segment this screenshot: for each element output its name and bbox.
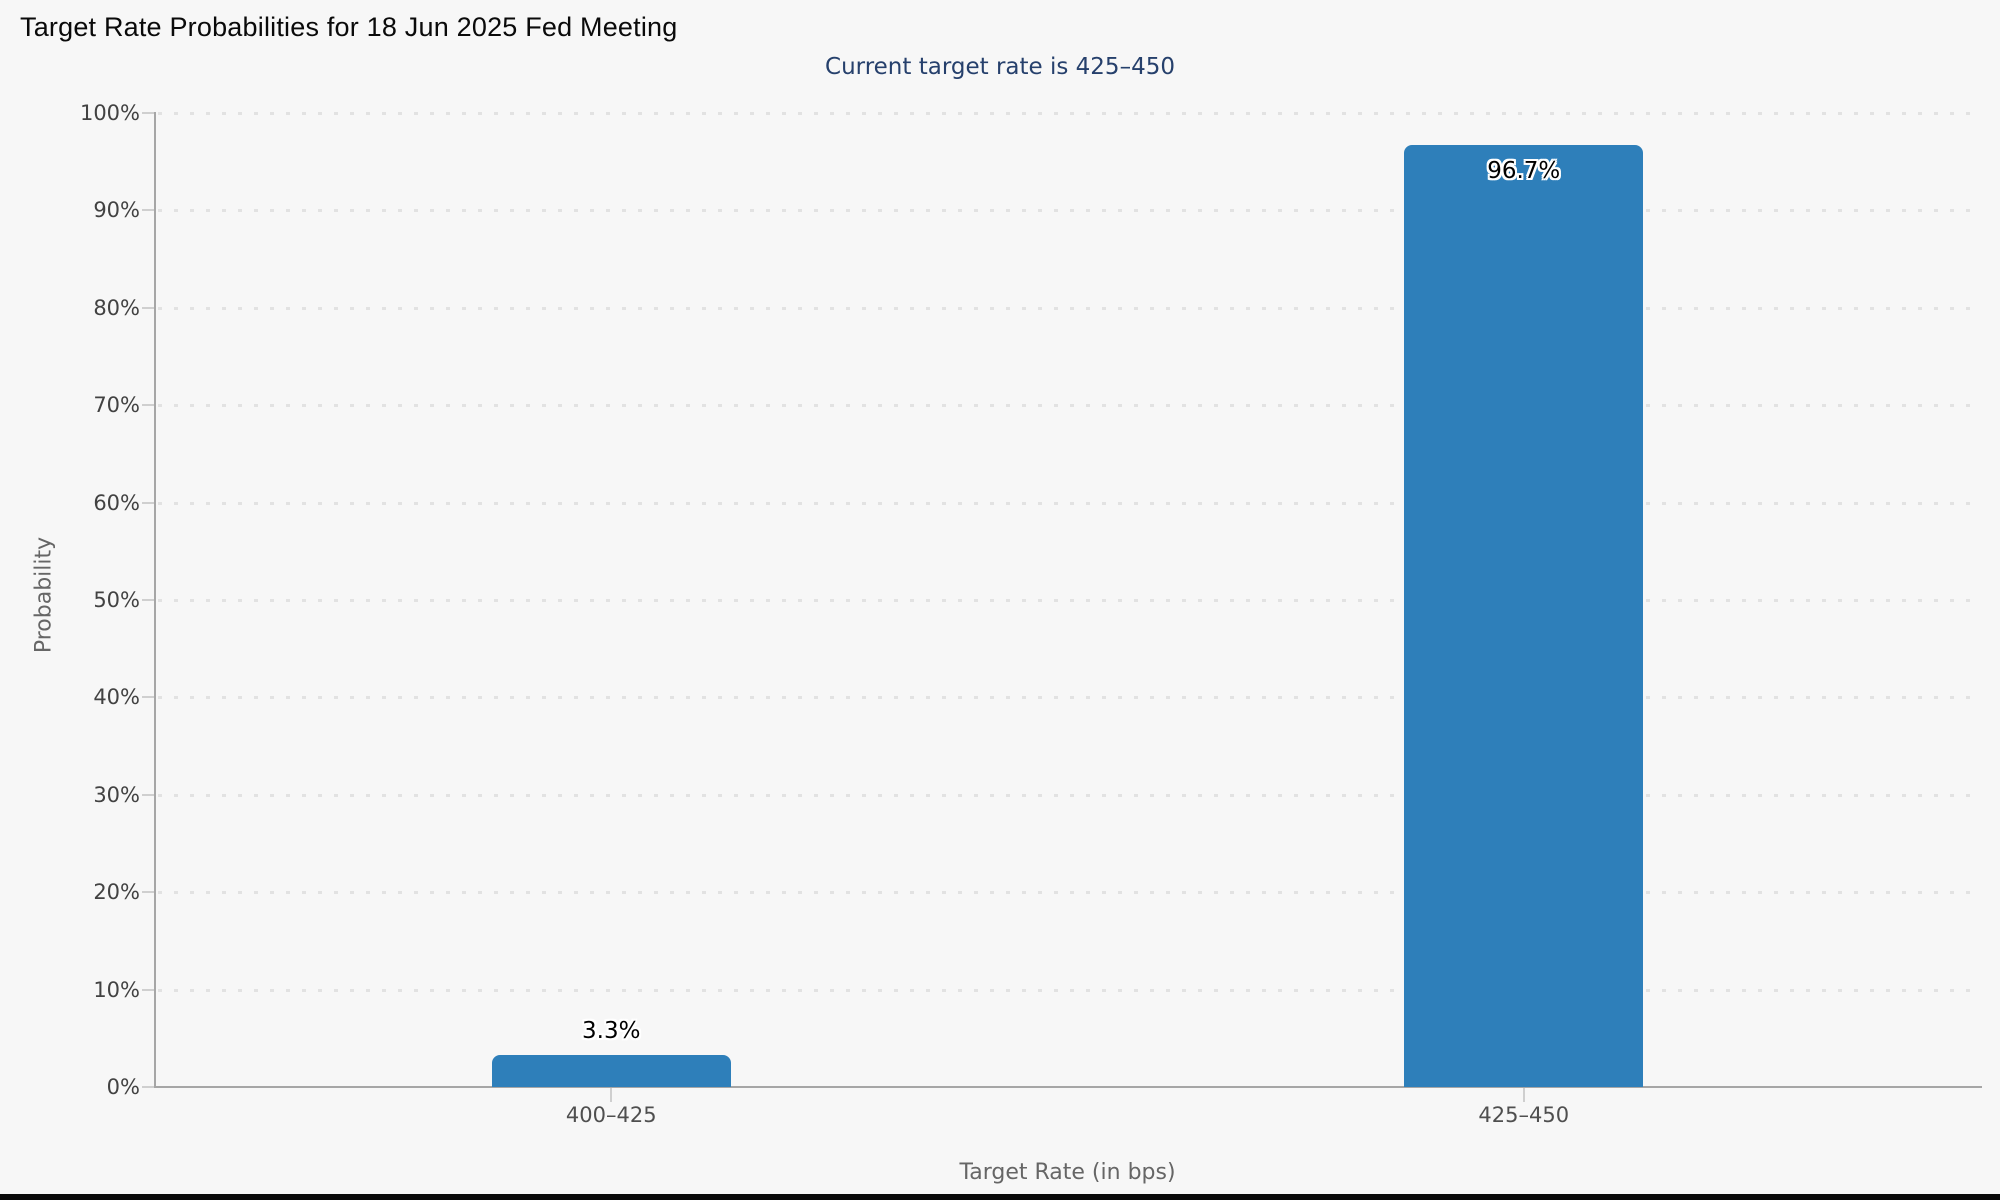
gridline-100 (158, 112, 1980, 115)
x-tick-label-400–425: 400–425 (565, 1103, 657, 1127)
y-tick-label-70: 70% (93, 393, 140, 418)
gridline-80 (158, 306, 1980, 310)
gridline-60 (158, 501, 1980, 505)
y-tick-label-60: 60% (93, 490, 140, 515)
y-tick-60 (142, 501, 154, 504)
y-tick-label-10: 10% (93, 977, 140, 1002)
y-tick-label-90: 90% (93, 198, 140, 223)
gridline-50 (158, 599, 1980, 602)
y-axis-line (154, 112, 156, 1088)
chart-title: Target Rate Probabilities for 18 Jun 202… (20, 12, 678, 42)
y-tick-0 (142, 1086, 154, 1088)
y-axis-title: Probability (31, 536, 57, 654)
y-tick-70 (142, 404, 154, 407)
x-tick-425–450 (1522, 1088, 1525, 1102)
chart-subtitle: Current target rate is 425–450 (825, 54, 1175, 80)
y-tick-label-50: 50% (93, 588, 140, 612)
y-tick-90 (142, 209, 154, 212)
y-tick-10 (142, 988, 154, 991)
gridline-10 (158, 988, 1980, 992)
x-axis-line (154, 1086, 1982, 1088)
y-tick-20 (142, 891, 154, 894)
y-tick-30 (142, 793, 154, 796)
y-tick-100 (142, 112, 154, 114)
bar-value-label-425–450: 96.7% (1487, 158, 1561, 185)
bar-425–450[interactable] (1404, 145, 1644, 1087)
window-edge-strip (0, 1194, 2000, 1200)
gridline-90 (158, 209, 1980, 213)
x-tick-400–425 (610, 1088, 613, 1102)
bar-400–425[interactable] (491, 1054, 731, 1087)
gridline-20 (158, 891, 1980, 895)
x-tick-label-425–450: 425–450 (1478, 1103, 1570, 1127)
y-tick-40 (142, 696, 154, 699)
y-tick-label-20: 20% (93, 880, 140, 905)
y-tick-80 (142, 306, 154, 309)
y-tick-50 (142, 599, 154, 601)
y-tick-label-30: 30% (93, 782, 140, 807)
y-tick-label-100: 100% (79, 101, 140, 125)
gridline-70 (158, 404, 1980, 408)
gridline-30 (158, 793, 1980, 797)
y-tick-label-40: 40% (93, 685, 140, 710)
y-tick-label-0: 0% (106, 1075, 140, 1099)
bar-value-label-400–425: 3.3% (582, 1017, 641, 1044)
gridline-40 (158, 696, 1980, 700)
x-axis-title: Target Rate (in bps) (959, 1160, 1176, 1185)
y-tick-label-80: 80% (93, 295, 140, 320)
